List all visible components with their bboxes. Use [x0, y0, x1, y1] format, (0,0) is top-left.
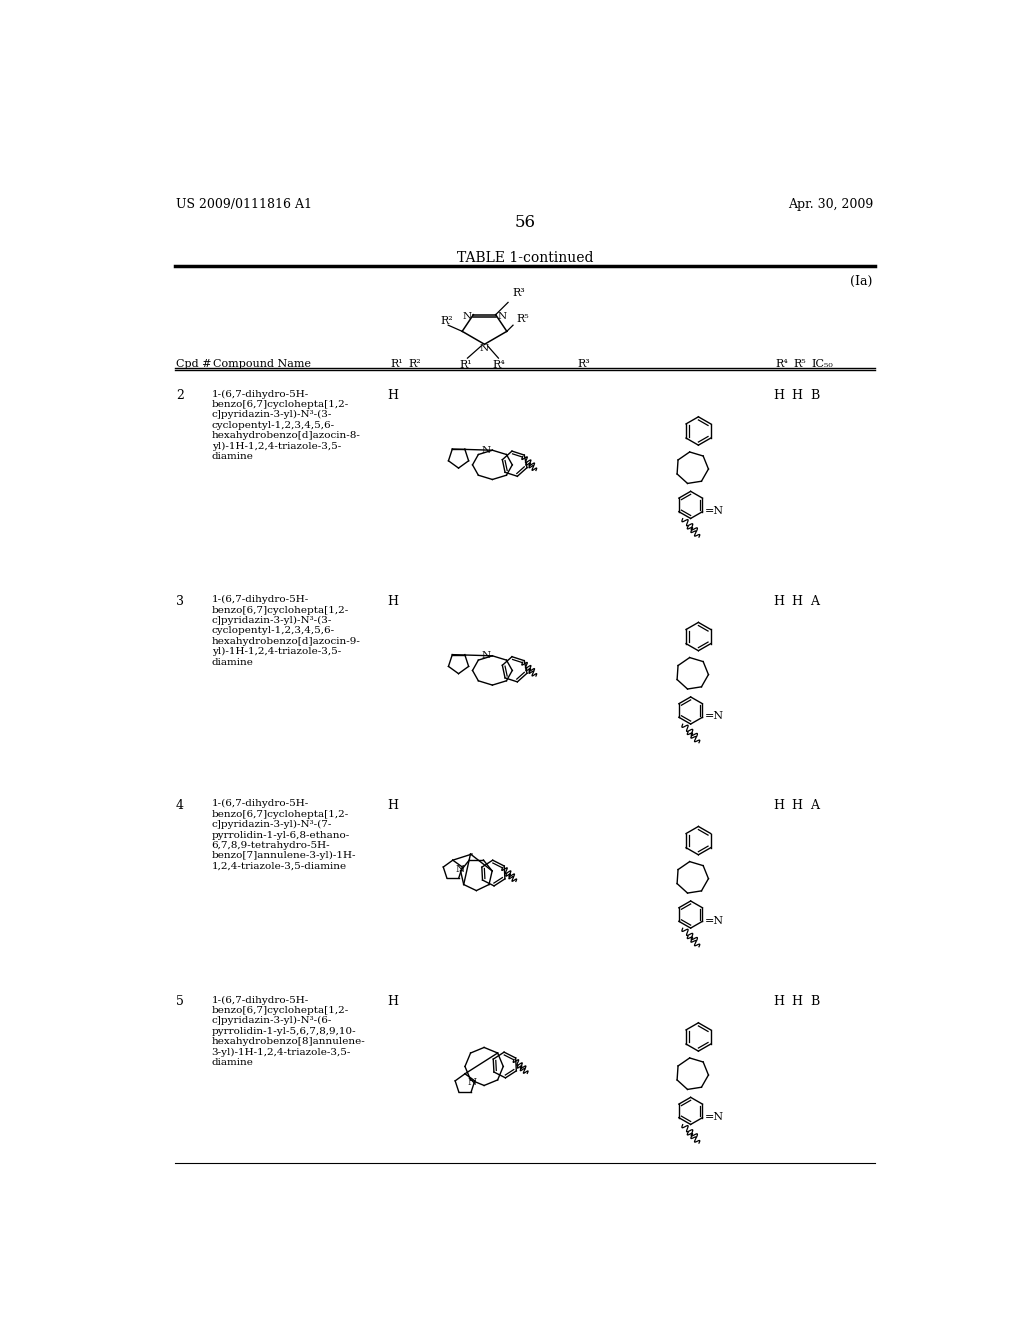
Text: H: H	[388, 595, 398, 609]
Text: H: H	[388, 389, 398, 403]
Text: N: N	[479, 343, 488, 352]
Text: 1-(6,7-dihydro-5H-
benzo[6,7]cyclohepta[1,2-
c]pyridazin-3-yl)-N³-(3-
cyclopenty: 1-(6,7-dihydro-5H- benzo[6,7]cyclohepta[…	[212, 595, 360, 667]
Text: R⁵: R⁵	[793, 359, 806, 368]
Text: US 2009/0111816 A1: US 2009/0111816 A1	[176, 198, 312, 211]
Text: =N: =N	[705, 1111, 724, 1122]
Text: 1-(6,7-dihydro-5H-
benzo[6,7]cyclohepta[1,2-
c]pyridazin-3-yl)-N³-(7-
pyrrolidin: 1-(6,7-dihydro-5H- benzo[6,7]cyclohepta[…	[212, 799, 356, 871]
Text: N: N	[456, 865, 465, 874]
Text: R⁵: R⁵	[516, 314, 528, 323]
Text: =N: =N	[705, 506, 724, 516]
Text: 1-(6,7-dihydro-5H-
benzo[6,7]cyclohepta[1,2-
c]pyridazin-3-yl)-N³-(3-
cyclopenty: 1-(6,7-dihydro-5H- benzo[6,7]cyclohepta[…	[212, 389, 360, 461]
Text: R²: R²	[440, 315, 454, 326]
Text: R³: R³	[513, 288, 525, 298]
Text: N: N	[467, 1078, 476, 1086]
Text: R¹: R¹	[390, 359, 402, 368]
Text: R⁴: R⁴	[493, 359, 505, 370]
Text: A: A	[810, 799, 819, 812]
Text: R²: R²	[409, 359, 421, 368]
Text: 3: 3	[176, 595, 184, 609]
Text: TABLE 1-continued: TABLE 1-continued	[457, 251, 593, 265]
Text: N: N	[481, 446, 490, 454]
Text: Apr. 30, 2009: Apr. 30, 2009	[788, 198, 873, 211]
Text: N: N	[463, 312, 472, 321]
Text: 56: 56	[514, 214, 536, 231]
Text: 4: 4	[176, 799, 184, 812]
Text: H: H	[388, 799, 398, 812]
Text: (Ia): (Ia)	[850, 276, 872, 289]
Text: Cpd #: Cpd #	[176, 359, 212, 368]
Text: N: N	[498, 312, 506, 321]
Text: R⁴: R⁴	[776, 359, 788, 368]
Text: N: N	[481, 651, 490, 660]
Text: R³: R³	[578, 359, 590, 368]
Text: H: H	[773, 995, 783, 1008]
Text: B: B	[810, 389, 819, 403]
Text: H: H	[773, 595, 783, 609]
Text: =N: =N	[705, 916, 724, 925]
Text: H: H	[773, 799, 783, 812]
Text: H: H	[388, 995, 398, 1008]
Text: R¹: R¹	[460, 359, 472, 370]
Text: H: H	[792, 389, 803, 403]
Text: 2: 2	[176, 389, 184, 403]
Text: H: H	[792, 995, 803, 1008]
Text: =N: =N	[705, 711, 724, 722]
Text: H: H	[792, 595, 803, 609]
Text: IC₅₀: IC₅₀	[812, 359, 834, 368]
Text: H: H	[773, 389, 783, 403]
Text: Compound Name: Compound Name	[213, 359, 311, 368]
Text: 5: 5	[176, 995, 184, 1008]
Text: H: H	[792, 799, 803, 812]
Text: 1-(6,7-dihydro-5H-
benzo[6,7]cyclohepta[1,2-
c]pyridazin-3-yl)-N³-(6-
pyrrolidin: 1-(6,7-dihydro-5H- benzo[6,7]cyclohepta[…	[212, 995, 366, 1067]
Text: B: B	[810, 995, 819, 1008]
Text: A: A	[810, 595, 819, 609]
